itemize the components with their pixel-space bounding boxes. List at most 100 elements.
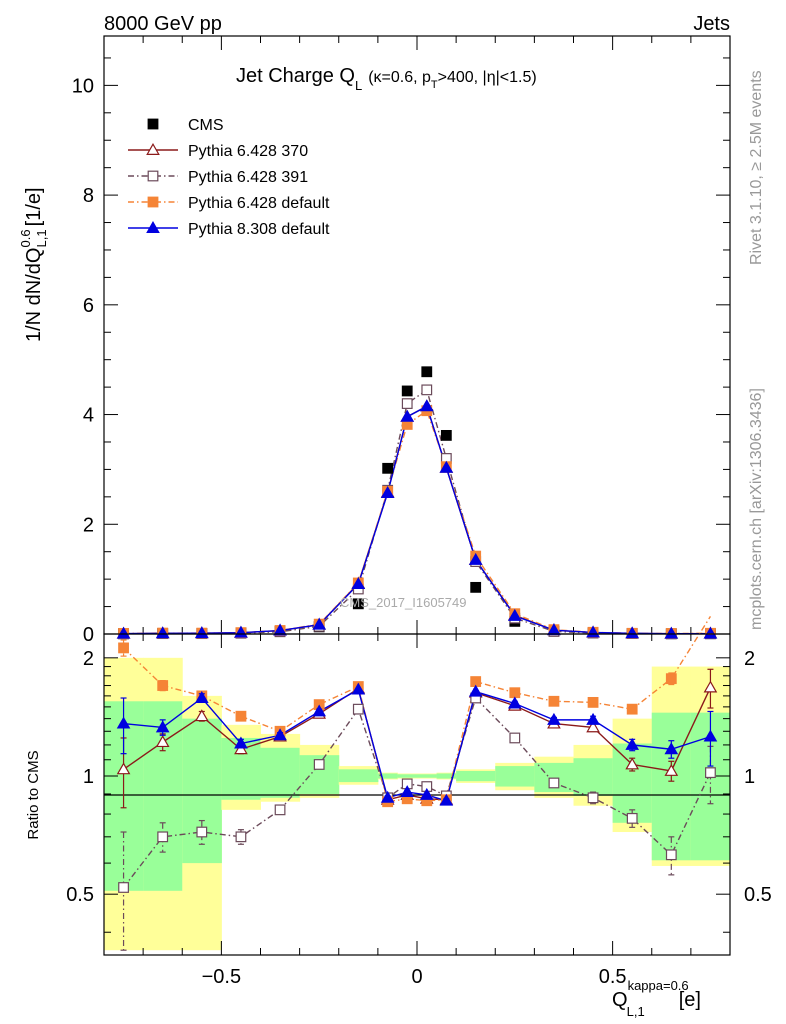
ratio-y-tick-label-right: 0.5 (744, 884, 772, 906)
ratio-point-py8def (664, 742, 679, 755)
ratio-point-py8def (419, 787, 434, 800)
ratio-point-py391 (626, 812, 638, 824)
ratio-point-py8def (312, 704, 327, 717)
ratio-point-py8def (400, 785, 415, 798)
header-energy: 8000 GeV pp (104, 13, 222, 35)
header-process: Jets (693, 13, 730, 35)
ratio-band-inner (417, 774, 438, 778)
main-series-lines (123, 388, 711, 635)
ratio-series-markers (116, 633, 718, 951)
x-tick-label: 0 (411, 966, 422, 988)
ratio-point-py370 (116, 762, 131, 775)
main-point-py8def (419, 399, 434, 412)
legend-marker-cms (147, 118, 159, 130)
ratio-point-py391 (157, 831, 169, 843)
y-tick-label: 0 (83, 624, 94, 646)
main-point-py8def (468, 552, 483, 565)
analysis-watermark: CMS_2017_I1605749 (340, 595, 467, 610)
ratio-y-tick-label-right: 2 (744, 648, 755, 670)
legend-label-py370: Pythia 6.428 370 (188, 143, 308, 160)
ratio-point-py391 (705, 767, 716, 779)
ratio-y-tick-label: 0.5 (66, 884, 94, 906)
ratio-point-py6def (157, 680, 169, 691)
ratio-point-py8def (547, 712, 561, 725)
ratio-point-py6def (509, 687, 521, 699)
ratio-band-inner (377, 773, 398, 779)
y-axis-label-main: 1/N dN/dQ0.6L,1[1/e] (18, 187, 49, 342)
ratio-band-inner (182, 718, 222, 864)
main-line-py8def (123, 405, 711, 635)
y-tick-label: 8 (83, 185, 94, 207)
ratio-point-py8def (380, 790, 395, 803)
ratio-point-py370 (234, 742, 248, 755)
ratio-point-py8def (703, 729, 718, 742)
legend-marker-py8def (146, 220, 160, 233)
main-point-cms (421, 366, 433, 378)
y-tick-label: 6 (83, 295, 94, 317)
ratio-band-inner (436, 773, 457, 779)
ratio-point-py6def (587, 696, 599, 708)
legend: CMS Pythia 6.428 370 Pythia 6.428 391 Pythi… (128, 117, 330, 238)
ratio-y-tick-label: 2 (83, 648, 94, 670)
ratio-y-tick-label: 1 (83, 766, 94, 788)
ratio-line-py8def (123, 688, 711, 802)
ratio-point-py6def (235, 710, 247, 722)
main-panel: 0 2 4 6 8 10 CMS_2017_I1605749 Jet Charge QL(… (18, 35, 731, 646)
ratio-point-py8def (194, 691, 209, 703)
ratio-point-py391 (509, 732, 521, 744)
main-point-py8def (664, 626, 679, 639)
main-point-py391 (401, 398, 413, 409)
y-tick-label: 10 (72, 75, 94, 97)
ratio-point-py391 (587, 792, 599, 804)
x-tick-label: −0.5 (202, 966, 241, 988)
ratio-point-py391 (235, 831, 247, 843)
ratio-point-py370 (155, 735, 170, 748)
legend-marker-py391 (147, 170, 159, 182)
ratio-point-py391 (665, 849, 677, 861)
y-tick-label: 4 (83, 405, 94, 427)
main-point-py8def (312, 617, 327, 630)
ratio-point-py370 (194, 709, 209, 722)
legend-label-py391: Pythia 6.428 391 (188, 169, 308, 186)
main-point-py8def (507, 608, 522, 621)
ratio-point-py391 (352, 703, 364, 715)
legend-label-cms: CMS (188, 117, 224, 134)
main-point-py8def (703, 626, 718, 639)
ratio-point-py8def (273, 728, 287, 741)
ratio-series-lines (123, 616, 712, 888)
main-point-py391 (421, 384, 433, 396)
main-point-cms (440, 429, 452, 441)
ratio-point-py391 (274, 804, 286, 816)
ratio-point-py391 (118, 882, 129, 893)
ratio-point-py391 (313, 759, 325, 770)
y-axis-label-ratio: Ratio to CMS (25, 750, 42, 839)
ratio-band-inner (456, 770, 496, 782)
main-point-cms (470, 581, 482, 593)
ratio-point-py8def (507, 696, 522, 709)
ratio-point-py6def (665, 673, 677, 685)
main-axis-ticks: 0 2 4 6 8 10 (72, 36, 731, 646)
legend-marker-py6def (147, 196, 159, 208)
ratio-point-py370 (625, 757, 640, 770)
main-point-py8def (400, 409, 415, 422)
main-point-py8def (155, 626, 170, 639)
ratio-line-py6def (123, 616, 712, 803)
ratio-band-inner (495, 766, 535, 787)
ratio-panel: 0.5 0.5 1 1 2 2 −0.5 0 0.5 Ratio to CMS (25, 616, 772, 988)
y-tick-label: 2 (83, 514, 94, 536)
plot-title: Jet Charge QL (κ=0.6, pT>400, |η|<1.5) (236, 65, 537, 93)
main-point-py8def (439, 460, 454, 473)
ratio-point-py8def (468, 684, 483, 697)
ratio-point-py391 (548, 777, 560, 789)
ratio-point-py8def (155, 720, 170, 733)
ratio-point-py6def (626, 703, 638, 715)
ratio-point-py8def (116, 716, 131, 729)
x-tick-label: 0.5 (599, 966, 627, 988)
ratio-band-inner (260, 747, 301, 798)
ratio-y-tick-label-right: 1 (744, 766, 755, 788)
x-axis-label: Qkappa=0.6 L,1[e] (612, 978, 701, 1019)
legend-label-py8def: Pythia 8.308 default (188, 221, 330, 238)
main-point-py8def (625, 626, 640, 639)
main-point-cms (352, 598, 364, 610)
